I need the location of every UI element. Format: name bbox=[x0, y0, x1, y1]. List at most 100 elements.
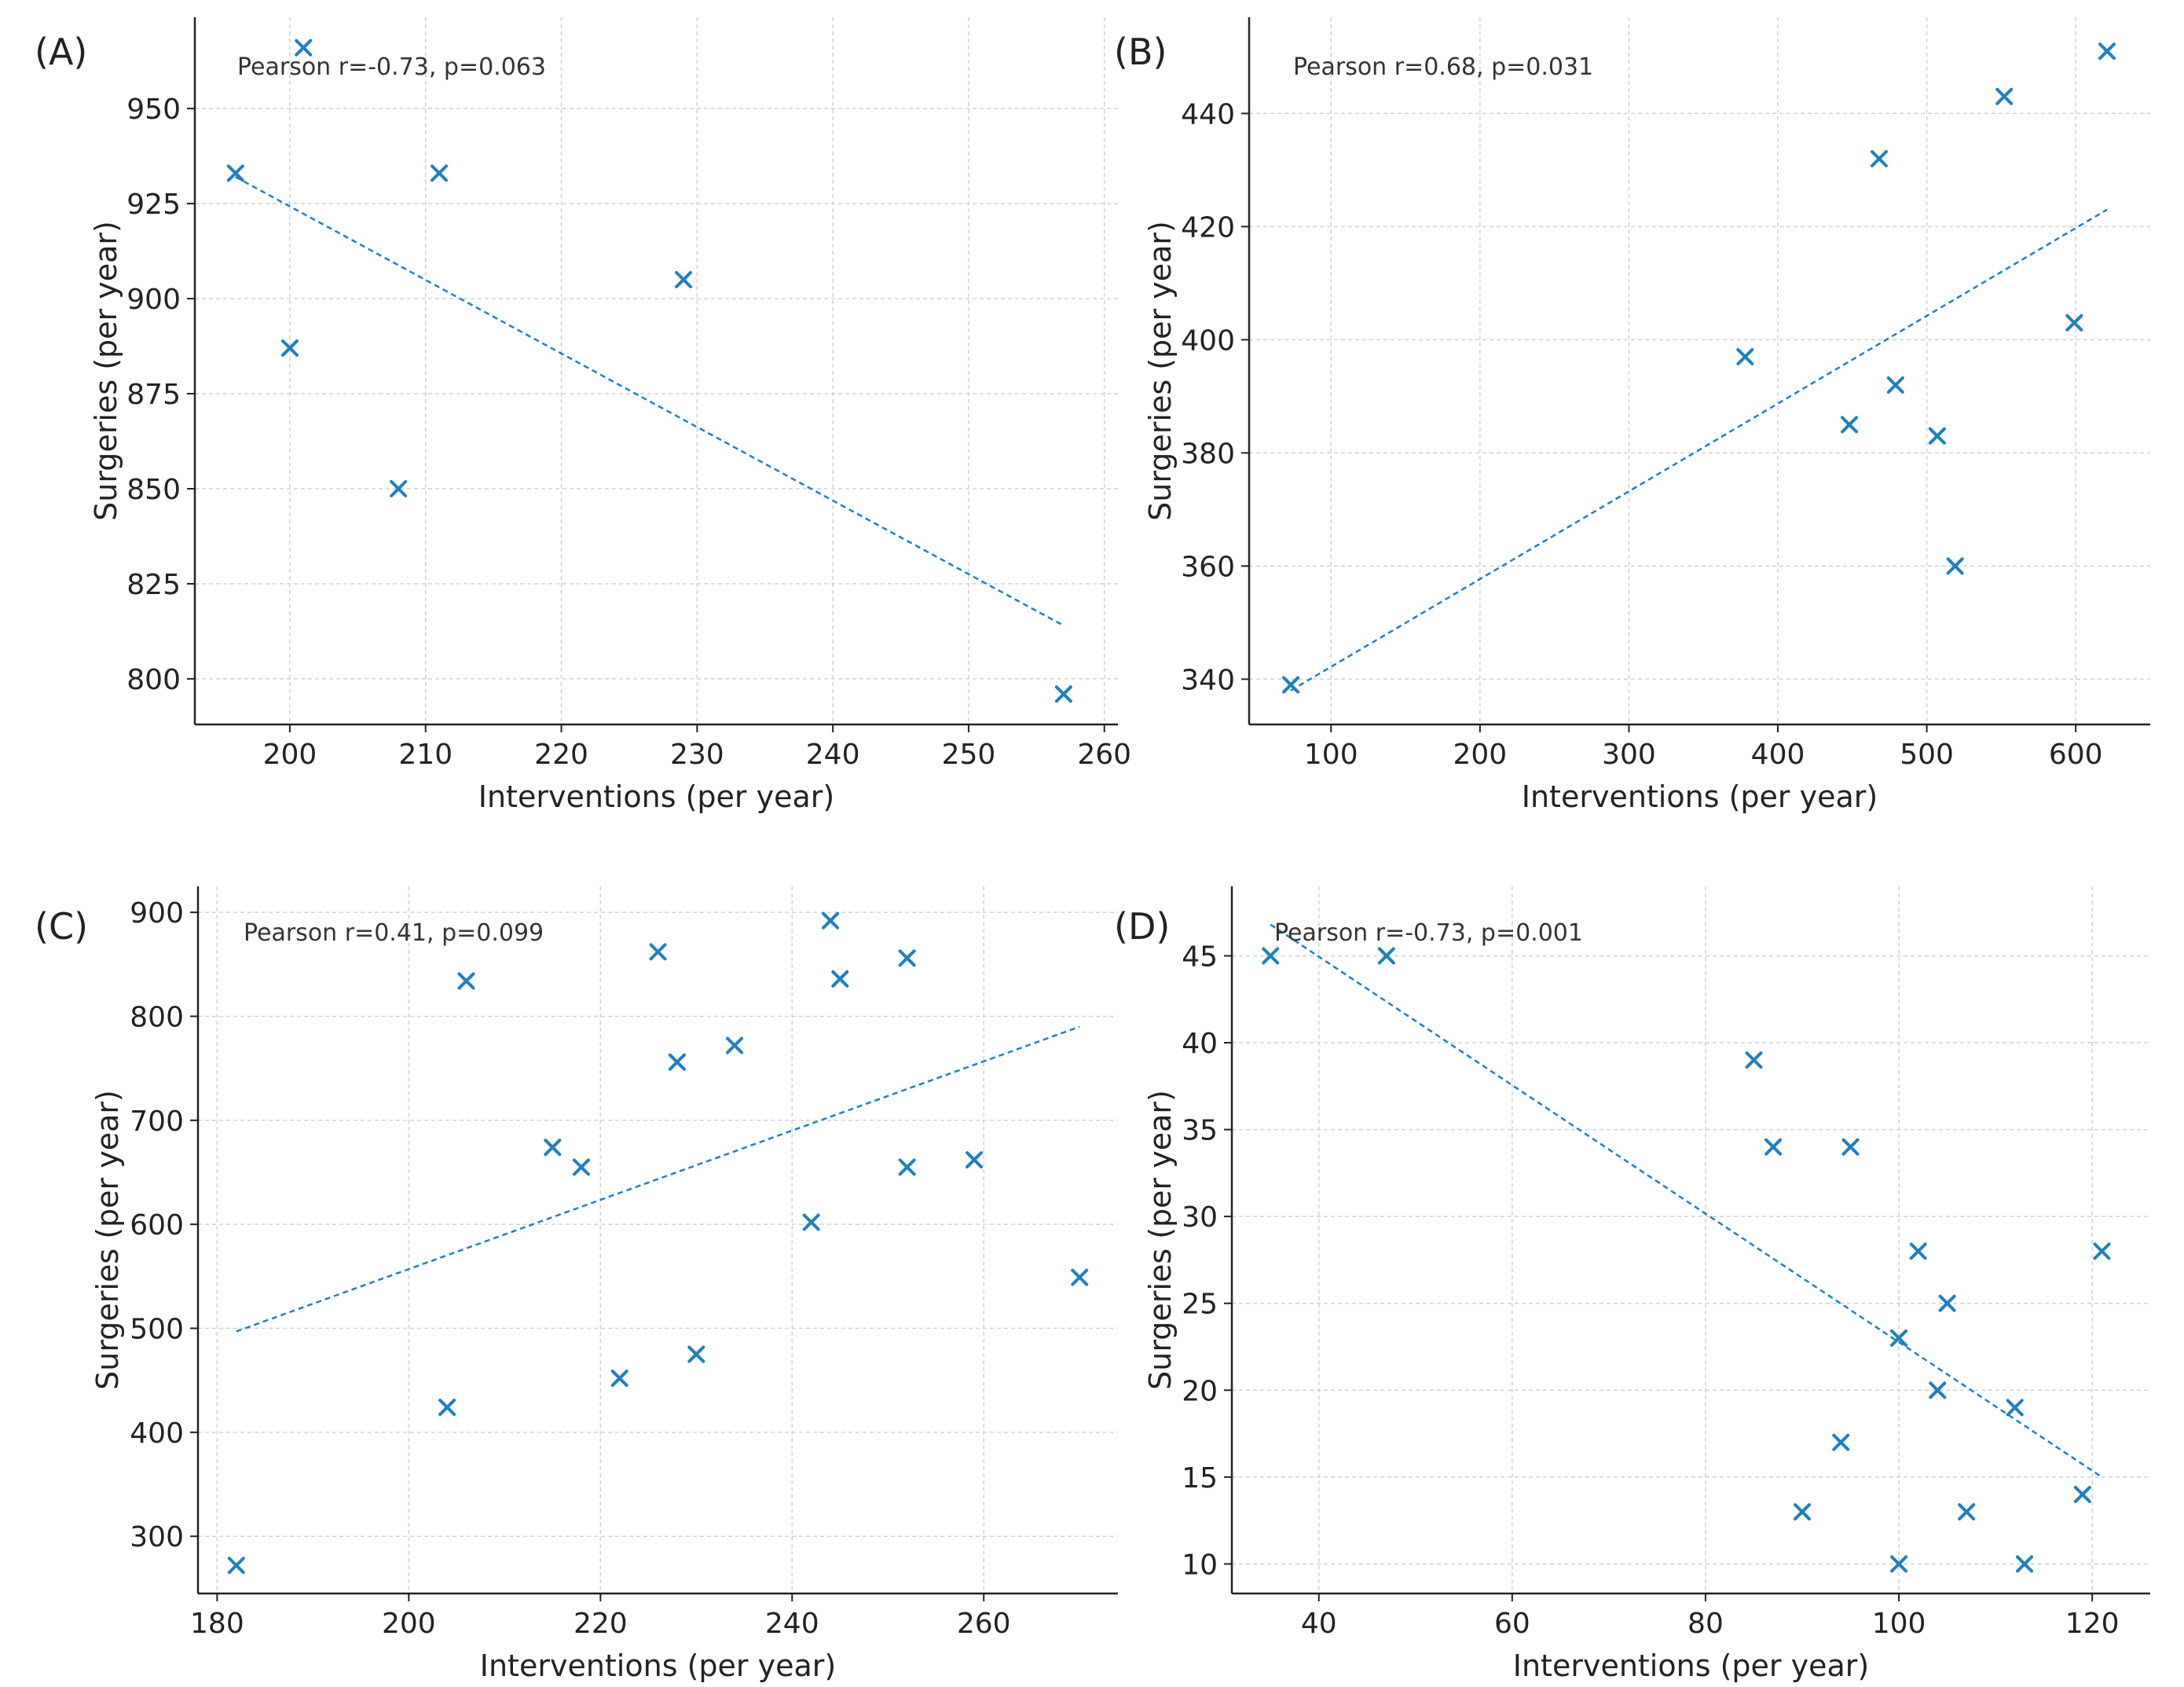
correlation-annotation: Pearson r=-0.73, p=0.063 bbox=[237, 53, 546, 81]
scatter-point bbox=[675, 270, 693, 288]
scatter-point bbox=[1764, 1138, 1783, 1156]
y-tick-label: 500 bbox=[130, 1314, 184, 1346]
x-tick-label: 100 bbox=[1304, 739, 1358, 771]
y-tick-label: 340 bbox=[1181, 664, 1235, 696]
y-axis-label: Surgeries (per year) bbox=[90, 1090, 125, 1390]
y-tick-label: 35 bbox=[1182, 1115, 1218, 1147]
y-tick-label: 950 bbox=[126, 94, 181, 126]
scatter-point bbox=[1794, 1503, 1812, 1521]
scatter-point bbox=[2098, 42, 2116, 61]
y-tick-label: 600 bbox=[130, 1209, 184, 1241]
y-tick-label: 25 bbox=[1182, 1289, 1218, 1321]
scatter-point bbox=[1282, 676, 1300, 694]
x-tick-label: 60 bbox=[1494, 1608, 1530, 1640]
panel-label: (D) bbox=[1114, 905, 1170, 948]
x-tick-label: 220 bbox=[573, 1608, 628, 1640]
scatter-point bbox=[1909, 1242, 1927, 1260]
y-tick-label: 20 bbox=[1182, 1375, 1218, 1407]
scatter-point bbox=[572, 1158, 590, 1176]
scatter-point bbox=[822, 911, 840, 930]
x-tick-label: 230 bbox=[670, 739, 724, 771]
scatter-point bbox=[431, 164, 449, 182]
scatter-point bbox=[226, 164, 244, 182]
x-tick-label: 40 bbox=[1301, 1608, 1337, 1640]
y-tick-label: 10 bbox=[1182, 1549, 1218, 1581]
y-tick-label: 15 bbox=[1182, 1462, 1218, 1494]
y-tick-label: 440 bbox=[1181, 98, 1235, 130]
y-axis-label: Surgeries (per year) bbox=[1143, 221, 1178, 521]
scatter-point bbox=[295, 39, 313, 57]
scatter-point bbox=[1054, 685, 1072, 703]
grid bbox=[195, 17, 1118, 724]
scatter-point bbox=[2016, 1555, 2034, 1573]
x-axis-label: Interventions (per year) bbox=[1522, 779, 1878, 814]
x-axis-label: Interventions (per year) bbox=[480, 1648, 836, 1683]
y-tick-label: 400 bbox=[130, 1417, 184, 1450]
y-tick-label: 900 bbox=[130, 897, 184, 930]
y-tick-label: 30 bbox=[1182, 1201, 1218, 1234]
panel-c: 180 200 220 240 260 300 400 500 600 700 800 900 Inte… bbox=[35, 886, 1118, 1683]
scatter-point bbox=[668, 1053, 686, 1071]
panel-label: (A) bbox=[35, 31, 87, 73]
scatter-point bbox=[1736, 348, 1754, 365]
panel-b: 100 200 300 400 500 600 340 360 380 400 420 440 Inte… bbox=[1114, 17, 2150, 814]
scatter-point bbox=[610, 1370, 628, 1388]
panel-a: 200 210 220 230 240 250 260 800 825 850 875 900 925 9… bbox=[35, 17, 1131, 814]
scatter-point bbox=[1841, 416, 1859, 434]
x-tick-label: 210 bbox=[398, 739, 453, 771]
scatter-point bbox=[1745, 1051, 1763, 1069]
x-tick-label: 120 bbox=[2065, 1608, 2120, 1640]
y-tick-label: 400 bbox=[1181, 325, 1235, 357]
y-tick-label: 40 bbox=[1182, 1028, 1218, 1060]
x-axis-label: Interventions (per year) bbox=[478, 779, 834, 814]
scatter-point bbox=[1938, 1294, 1956, 1312]
x-tick-label: 300 bbox=[1602, 739, 1656, 771]
scatter-point bbox=[2073, 1485, 2091, 1503]
scatter-point bbox=[2093, 1242, 2111, 1260]
x-tick-label: 400 bbox=[1751, 739, 1805, 771]
scatter-point bbox=[2006, 1399, 2024, 1417]
fit-line bbox=[235, 176, 1065, 627]
x-axis-label: Interventions (per year) bbox=[1513, 1648, 1869, 1683]
scatter-point bbox=[544, 1139, 562, 1157]
fit-line bbox=[236, 1025, 1080, 1333]
scatter-point bbox=[227, 1557, 245, 1575]
scatter-point bbox=[1886, 376, 1904, 394]
scatter-point bbox=[280, 339, 299, 357]
scatter-point bbox=[1890, 1329, 1908, 1347]
x-tick-label: 240 bbox=[765, 1608, 819, 1640]
scatter-point bbox=[1928, 427, 1946, 445]
x-tick-label: 200 bbox=[382, 1608, 436, 1640]
y-tick-label: 300 bbox=[130, 1521, 184, 1553]
y-tick-label: 800 bbox=[130, 1001, 184, 1033]
scatter-point bbox=[1890, 1555, 1908, 1573]
scatter-point bbox=[726, 1036, 744, 1054]
x-tick-label: 250 bbox=[942, 739, 996, 771]
scatter-point bbox=[1995, 87, 2014, 105]
panel-label: (B) bbox=[1114, 31, 1167, 73]
scatter-point bbox=[2065, 314, 2083, 332]
correlation-annotation: Pearson r=0.41, p=0.099 bbox=[244, 919, 544, 947]
y-tick-label: 925 bbox=[126, 189, 181, 221]
x-tick-label: 100 bbox=[1872, 1608, 1926, 1640]
scatter-point bbox=[1870, 150, 1888, 167]
x-tick-label: 220 bbox=[534, 739, 588, 771]
y-tick-label: 380 bbox=[1181, 438, 1235, 470]
grid bbox=[1232, 886, 2150, 1593]
panel-label: (C) bbox=[35, 905, 88, 948]
y-tick-label: 900 bbox=[126, 284, 181, 316]
scatter-point bbox=[1071, 1268, 1089, 1286]
y-tick-label: 700 bbox=[130, 1106, 184, 1138]
grid bbox=[1249, 17, 2150, 724]
scatter-point bbox=[1832, 1433, 1850, 1451]
scatter-point bbox=[831, 970, 849, 988]
y-tick-label: 360 bbox=[1181, 551, 1235, 583]
x-tick-label: 240 bbox=[806, 739, 860, 771]
correlation-annotation: Pearson r=0.68, p=0.031 bbox=[1293, 53, 1593, 81]
panel-d: 40 60 80 100 120 10 15 20 25 30 35 40 45 Intervention… bbox=[1114, 886, 2150, 1683]
correlation-annotation: Pearson r=-0.73, p=0.001 bbox=[1274, 919, 1583, 947]
x-tick-label: 260 bbox=[1077, 739, 1131, 771]
x-tick-label: 500 bbox=[1900, 739, 1954, 771]
scatter-point bbox=[390, 480, 408, 497]
x-tick-label: 200 bbox=[263, 739, 317, 771]
